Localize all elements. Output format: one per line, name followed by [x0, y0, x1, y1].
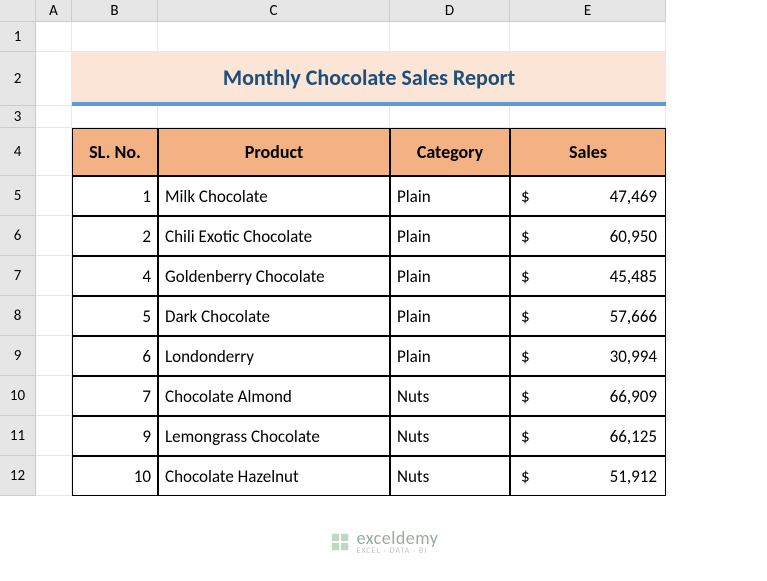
- sales-value: 51,912: [610, 466, 659, 487]
- currency-symbol: $: [517, 466, 530, 487]
- cell-product[interactable]: Milk Chocolate: [158, 176, 390, 216]
- watermark-tagline: EXCEL · DATA · BI: [357, 547, 439, 555]
- cell-A11[interactable]: [36, 416, 72, 456]
- cell-product[interactable]: Chocolate Almond: [158, 376, 390, 416]
- cell-category[interactable]: Nuts: [390, 456, 510, 496]
- cell-A9[interactable]: [36, 336, 72, 376]
- cell-A1[interactable]: [36, 22, 72, 52]
- cell-sales[interactable]: $66,909: [510, 376, 666, 416]
- col-header-C[interactable]: C: [158, 0, 390, 22]
- spreadsheet-grid: A B C D E 1 2 Monthly Chocolate Sales Re…: [0, 0, 767, 496]
- cell-B1[interactable]: [72, 22, 158, 52]
- cell-A2[interactable]: [36, 52, 72, 106]
- cell-category[interactable]: Nuts: [390, 416, 510, 456]
- row-header-12[interactable]: 12: [0, 456, 36, 496]
- currency-symbol: $: [517, 306, 530, 327]
- cell-product[interactable]: Lemongrass Chocolate: [158, 416, 390, 456]
- row-header-8[interactable]: 8: [0, 296, 36, 336]
- cell-sl[interactable]: 1: [72, 176, 158, 216]
- cell-sl[interactable]: 10: [72, 456, 158, 496]
- cell-A10[interactable]: [36, 376, 72, 416]
- cell-sl[interactable]: 9: [72, 416, 158, 456]
- row-header-2[interactable]: 2: [0, 52, 36, 106]
- col-header-B[interactable]: B: [72, 0, 158, 22]
- th-category[interactable]: Category: [390, 128, 510, 176]
- cell-sales[interactable]: $57,666: [510, 296, 666, 336]
- cell-C3[interactable]: [158, 106, 390, 128]
- currency-symbol: $: [517, 426, 530, 447]
- cell-sl[interactable]: 4: [72, 256, 158, 296]
- cell-category[interactable]: Nuts: [390, 376, 510, 416]
- cell-category[interactable]: Plain: [390, 296, 510, 336]
- cell-E3[interactable]: [510, 106, 666, 128]
- sales-value: 66,909: [610, 386, 659, 407]
- sales-value: 45,485: [610, 266, 659, 287]
- row-header-4[interactable]: 4: [0, 128, 36, 176]
- cell-E1[interactable]: [510, 22, 666, 52]
- cell-category[interactable]: Plain: [390, 256, 510, 296]
- cell-category[interactable]: Plain: [390, 216, 510, 256]
- cell-product[interactable]: Chili Exotic Chocolate: [158, 216, 390, 256]
- currency-symbol: $: [517, 226, 530, 247]
- report-title[interactable]: Monthly Chocolate Sales Report: [72, 52, 666, 106]
- sales-value: 60,950: [610, 226, 659, 247]
- watermark-logo-icon: [329, 531, 351, 553]
- col-header-A[interactable]: A: [36, 0, 72, 22]
- cell-category[interactable]: Plain: [390, 336, 510, 376]
- cell-product[interactable]: Chocolate Hazelnut: [158, 456, 390, 496]
- cell-product[interactable]: Dark Chocolate: [158, 296, 390, 336]
- cell-A12[interactable]: [36, 456, 72, 496]
- cell-A8[interactable]: [36, 296, 72, 336]
- cell-D1[interactable]: [390, 22, 510, 52]
- sales-value: 30,994: [610, 346, 659, 367]
- cell-sales[interactable]: $51,912: [510, 456, 666, 496]
- col-header-D[interactable]: D: [390, 0, 510, 22]
- watermark-brand: exceldemy: [357, 529, 439, 547]
- cell-sl[interactable]: 5: [72, 296, 158, 336]
- cell-A7[interactable]: [36, 256, 72, 296]
- currency-symbol: $: [517, 186, 530, 207]
- sales-value: 47,469: [610, 186, 659, 207]
- cell-B3[interactable]: [72, 106, 158, 128]
- cell-sl[interactable]: 7: [72, 376, 158, 416]
- cell-category[interactable]: Plain: [390, 176, 510, 216]
- row-header-10[interactable]: 10: [0, 376, 36, 416]
- cell-sales[interactable]: $60,950: [510, 216, 666, 256]
- cell-C1[interactable]: [158, 22, 390, 52]
- row-header-7[interactable]: 7: [0, 256, 36, 296]
- currency-symbol: $: [517, 346, 530, 367]
- cell-sales[interactable]: $47,469: [510, 176, 666, 216]
- sales-value: 66,125: [610, 426, 659, 447]
- cell-A3[interactable]: [36, 106, 72, 128]
- col-header-E[interactable]: E: [510, 0, 666, 22]
- th-sl[interactable]: SL. No.: [72, 128, 158, 176]
- currency-symbol: $: [517, 266, 530, 287]
- row-header-1[interactable]: 1: [0, 22, 36, 52]
- row-header-3[interactable]: 3: [0, 106, 36, 128]
- cell-A6[interactable]: [36, 216, 72, 256]
- cell-A5[interactable]: [36, 176, 72, 216]
- row-header-9[interactable]: 9: [0, 336, 36, 376]
- th-sales[interactable]: Sales: [510, 128, 666, 176]
- cell-A4[interactable]: [36, 128, 72, 176]
- sales-value: 57,666: [610, 306, 659, 327]
- cell-sales[interactable]: $30,994: [510, 336, 666, 376]
- cell-sales[interactable]: $45,485: [510, 256, 666, 296]
- currency-symbol: $: [517, 386, 530, 407]
- cell-D3[interactable]: [390, 106, 510, 128]
- cell-sl[interactable]: 2: [72, 216, 158, 256]
- cell-sales[interactable]: $66,125: [510, 416, 666, 456]
- row-header-11[interactable]: 11: [0, 416, 36, 456]
- cell-product[interactable]: Goldenberry Chocolate: [158, 256, 390, 296]
- cell-product[interactable]: Londonderry: [158, 336, 390, 376]
- row-header-5[interactable]: 5: [0, 176, 36, 216]
- watermark: exceldemy EXCEL · DATA · BI: [329, 529, 439, 555]
- select-all-corner[interactable]: [0, 0, 36, 22]
- row-header-6[interactable]: 6: [0, 216, 36, 256]
- th-product[interactable]: Product: [158, 128, 390, 176]
- cell-sl[interactable]: 6: [72, 336, 158, 376]
